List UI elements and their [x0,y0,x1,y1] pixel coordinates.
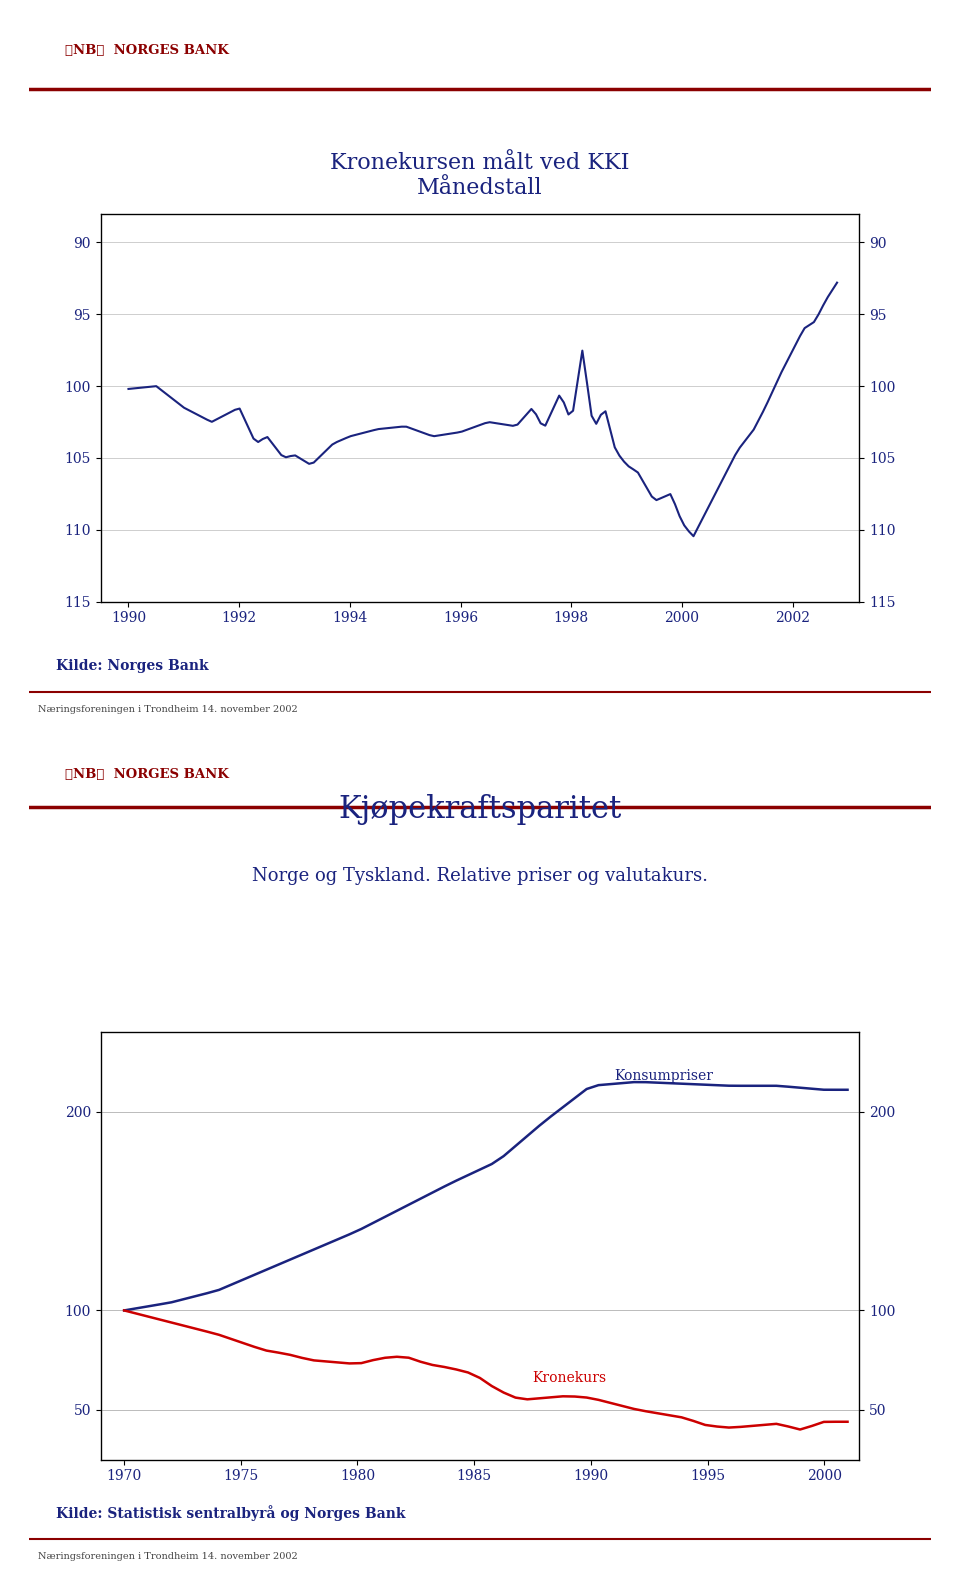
Text: Norge og Tyskland. Relative priser og valutakurs.: Norge og Tyskland. Relative priser og va… [252,867,708,885]
Text: Kronekurs: Kronekurs [533,1371,607,1385]
Text: Næringsforeningen i Trondheim 14. november 2002: Næringsforeningen i Trondheim 14. novemb… [37,704,298,714]
Text: ✻NB✻  NORGES BANK: ✻NB✻ NORGES BANK [65,768,228,782]
Text: Næringsforeningen i Trondheim 14. november 2002: Næringsforeningen i Trondheim 14. novemb… [37,1551,298,1561]
Text: Kilde: Norges Bank: Kilde: Norges Bank [56,659,208,673]
Text: Kilde: Statistisk sentralbyrå og Norges Bank: Kilde: Statistisk sentralbyrå og Norges … [56,1504,405,1521]
Text: ✻NB✻  NORGES BANK: ✻NB✻ NORGES BANK [65,44,228,57]
Text: Konsumpriser: Konsumpriser [614,1069,713,1083]
Title: Kronekursen målt ved KKI
Månedstall: Kronekursen målt ved KKI Månedstall [330,152,630,199]
Text: Kjøpekraftsparitet: Kjøpekraftsparitet [338,795,622,825]
